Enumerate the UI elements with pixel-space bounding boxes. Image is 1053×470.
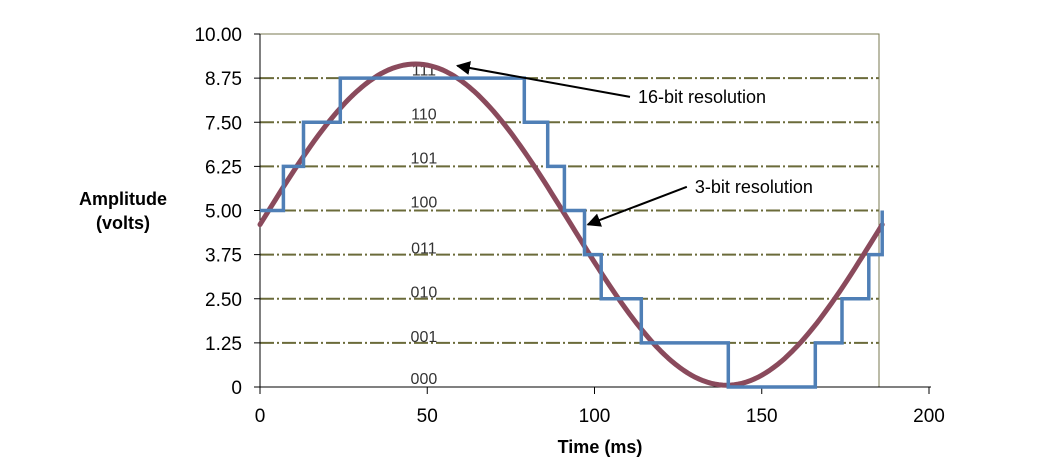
annotations: 16-bit resolution 3-bit resolution [455,61,813,227]
series [257,61,885,389]
annotation-label: 16-bit resolution [638,87,766,107]
x-tick-label: 50 [417,406,438,427]
level-code-label: 001 [411,329,438,346]
level-code-label: 010 [411,285,438,302]
y-tick-label: 6.25 [205,157,242,178]
annotation-label: 3-bit resolution [695,177,813,197]
annotation-arrow [586,185,688,227]
y-axis: 0 1.25 2.50 3.75 5.00 6.25 7.50 8.75 10.00 [194,25,260,399]
level-code-label: 100 [411,195,438,212]
y-tick-label: 10.00 [194,25,242,46]
y-tick-label: 2.50 [205,290,242,311]
y-tick-label: 5.00 [205,202,242,223]
level-code-label: 110 [411,106,437,123]
y-axis-label-line1: Amplitude [79,189,167,209]
x-tick-label: 150 [746,406,778,427]
annotation-arrow [455,61,631,98]
level-code-label: 000 [411,371,438,388]
x-tick-label: 200 [913,406,945,427]
y-tick-label: 0 [231,378,242,399]
series-line-3bit [260,76,884,389]
x-tick-label: 100 [579,406,611,427]
level-code-label: 101 [411,151,438,168]
level-code-label: 011 [411,241,437,258]
y-axis-label-line2: (volts) [96,213,150,233]
y-tick-label: 3.75 [205,246,242,267]
series-line-16bit [257,61,885,388]
y-tick-label: 1.25 [205,334,242,355]
y-tick-label: 7.50 [205,113,242,134]
x-axis-label: Time (ms) [557,437,643,457]
x-tick-label: 0 [255,406,266,427]
x-axis: 0 50 100 150 200 [255,387,945,427]
y-tick-label: 8.75 [205,69,242,90]
